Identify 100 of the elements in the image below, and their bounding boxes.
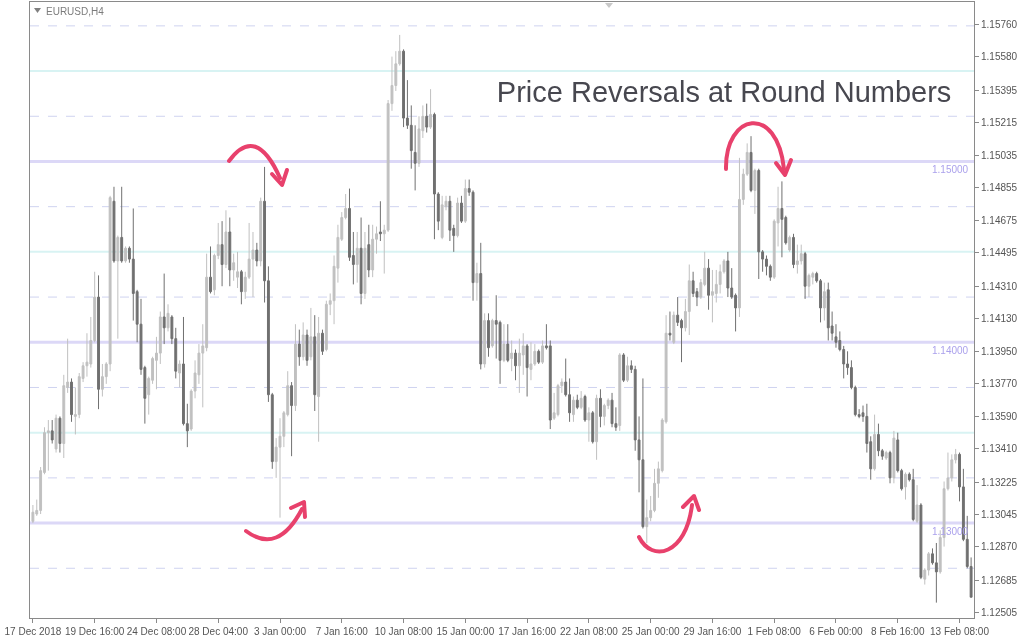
- candlestick: [537, 349, 541, 365]
- candlestick: [707, 258, 711, 311]
- y-tick-label: 1.14130: [981, 313, 1018, 325]
- y-tick-label: 1.14495: [981, 247, 1018, 259]
- candlestick: [255, 242, 259, 267]
- candlestick: [541, 339, 544, 365]
- y-tick-label: 1.13950: [981, 345, 1018, 357]
- candlestick: [780, 180, 784, 258]
- x-tick-label: 29 Jan 16:00: [683, 626, 742, 637]
- candlestick: [463, 179, 467, 224]
- y-tick-label: 1.13045: [981, 509, 1018, 521]
- candlestick: [487, 312, 490, 358]
- candlestick: [571, 396, 575, 423]
- candlestick: [826, 282, 830, 341]
- candlestick: [753, 168, 757, 215]
- candlestick: [363, 231, 367, 300]
- candlestick: [822, 282, 826, 322]
- candlestick: [525, 343, 529, 398]
- candlestick: [313, 314, 317, 412]
- candlestick: [873, 414, 877, 472]
- candlestick: [120, 186, 124, 264]
- x-tick-label: 28 Dec 04:00: [188, 626, 249, 637]
- candlestick: [506, 323, 510, 363]
- candlestick: [641, 377, 645, 529]
- candlestick: [757, 168, 761, 280]
- candlestick: [587, 406, 591, 443]
- candlestick: [378, 200, 382, 242]
- candlestick: [595, 394, 599, 461]
- candlestick: [934, 542, 938, 604]
- y-tick-label: 1.13225: [981, 476, 1018, 488]
- candlestick: [892, 430, 896, 484]
- candlestick: [178, 359, 182, 388]
- candlestick: [440, 195, 444, 240]
- candlestick: [228, 217, 232, 287]
- candlestick: [626, 356, 629, 383]
- candlestick: [402, 48, 405, 128]
- y-tick-label: 1.15215: [981, 117, 1018, 129]
- candlestick: [710, 269, 714, 323]
- candlestick: [232, 253, 236, 282]
- ref-line-label: 1.15000: [932, 164, 969, 175]
- candlestick: [293, 323, 297, 412]
- candlestick: [97, 274, 100, 410]
- y-tick-label: 1.15395: [981, 84, 1018, 96]
- candlestick: [483, 312, 487, 369]
- y-tick-label: 1.12505: [981, 607, 1018, 619]
- candlestick: [738, 157, 741, 318]
- y-tick-label: 1.12870: [981, 541, 1018, 553]
- candlestick: [579, 390, 583, 410]
- candlestick: [490, 318, 494, 349]
- candlestick: [479, 242, 483, 370]
- candlestick: [583, 394, 587, 423]
- candlestick: [514, 349, 517, 381]
- candlestick: [884, 450, 888, 461]
- candlestick: [807, 273, 811, 298]
- candlestick: [290, 381, 294, 457]
- x-tick-label: 13 Feb 08:00: [930, 626, 990, 637]
- candlestick: [58, 415, 62, 454]
- candlestick: [224, 209, 228, 269]
- x-tick-label: 7 Jan 16:00: [315, 626, 369, 637]
- candlestick: [236, 251, 239, 289]
- x-tick-label: 10 Jan 08:00: [374, 626, 433, 637]
- candlestick: [31, 504, 35, 524]
- candlestick: [359, 217, 363, 305]
- x-tick-label: 17 Jan 16:00: [498, 626, 557, 637]
- y-tick-label: 1.14310: [981, 280, 1018, 292]
- ref-line-label: 1.14000: [932, 345, 969, 356]
- candlestick: [456, 197, 460, 238]
- candlestick: [50, 419, 54, 445]
- candlestick: [877, 423, 880, 457]
- y-tick-label: 1.14855: [981, 182, 1018, 194]
- candlestick: [622, 352, 626, 383]
- candlestick: [220, 220, 224, 287]
- candlestick: [668, 311, 672, 341]
- y-tick-label: 1.13410: [981, 443, 1018, 455]
- candlestick: [112, 186, 116, 264]
- candlestick: [591, 410, 595, 445]
- candlestick: [510, 339, 514, 372]
- candlestick: [297, 329, 301, 367]
- candlestick: [529, 341, 533, 381]
- candlestick: [788, 235, 792, 253]
- y-tick-label: 1.15580: [981, 51, 1018, 63]
- candlestick: [618, 352, 622, 432]
- candlestick: [166, 303, 170, 332]
- text: Price Reversals at Round Numbers: [496, 76, 952, 109]
- candlestick: [795, 244, 799, 275]
- candlestick: [100, 363, 104, 398]
- candlestick: [429, 88, 433, 130]
- candlestick: [259, 197, 263, 267]
- candlestick: [209, 245, 212, 294]
- annotation: EURUSD,H4: [46, 6, 105, 17]
- candlestick: [371, 224, 375, 278]
- x-tick-label: 3 Jan 00:00: [253, 626, 307, 637]
- candlestick: [70, 377, 73, 423]
- x-tick-label: 6 Feb 00:00: [809, 626, 864, 637]
- candlestick: [803, 251, 807, 300]
- y-tick-label: 1.13770: [981, 378, 1018, 390]
- x-tick-label: 19 Dec 16:00: [64, 626, 125, 637]
- candlestick: [915, 484, 919, 524]
- candlestick: [919, 502, 923, 580]
- y-tick-label: 1.14675: [981, 214, 1018, 226]
